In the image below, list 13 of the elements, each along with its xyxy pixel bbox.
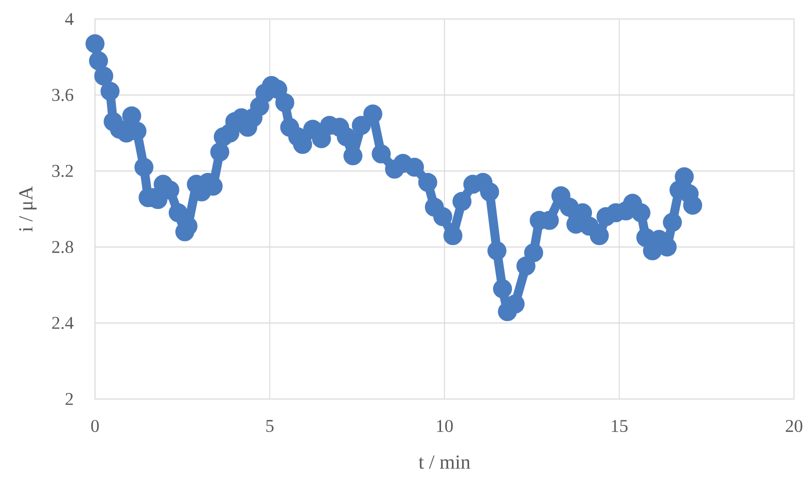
y-axis-title: i / μA [19,186,37,232]
y-tick-label: 3.6 [52,88,74,102]
y-tick-label: 4 [65,13,74,25]
y-tick-label: 2.4 [52,316,74,330]
x-tick-label: 5 [266,420,274,432]
x-tick-label: 20 [786,420,802,432]
x-tick-label: 15 [612,420,628,432]
y-tick-label: 3.2 [52,164,73,178]
y-tick-label: 2 [66,393,73,405]
x-tick-label: 10 [437,420,453,432]
x-axis-title: t / min [418,455,470,469]
x-tick-label: 0 [91,420,99,432]
y-tick-label: 2.8 [52,240,74,254]
